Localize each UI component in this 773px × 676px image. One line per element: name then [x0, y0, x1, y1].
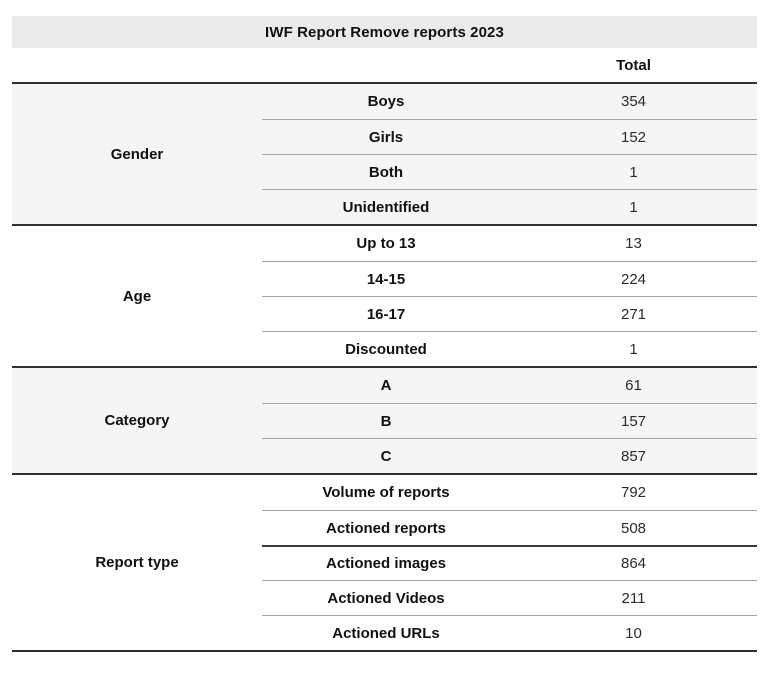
table-title: IWF Report Remove reports 2023: [12, 16, 757, 48]
section-rows: Up to 13 13 14-15 224 16-17 271 Discount…: [262, 226, 757, 366]
table-row: Actioned reports 508: [262, 510, 757, 545]
row-label: 14-15: [366, 270, 406, 288]
row-label: Up to 13: [356, 235, 416, 252]
row-total-value: 211: [621, 589, 646, 607]
table-section-category: Category A 61 B 157 C 857: [12, 366, 757, 473]
row-total-value: 508: [620, 519, 647, 537]
section-label: Report type: [95, 554, 179, 571]
row-label: B: [380, 412, 392, 430]
row-label: Actioned images: [325, 555, 447, 572]
row-label: C: [380, 447, 392, 465]
row-total-value: 857: [620, 447, 647, 465]
row-label: Boys: [367, 93, 405, 110]
table-row: Actioned Videos 211: [262, 580, 757, 615]
row-total-value: 792: [620, 484, 647, 501]
table-row: Up to 13 13: [262, 226, 757, 261]
table-row: Girls 152: [262, 119, 757, 154]
row-label: Actioned URLs: [332, 624, 440, 642]
section-label: Category: [104, 412, 170, 429]
row-label: Girls: [368, 128, 404, 146]
row-total-value: 1: [629, 198, 638, 216]
section-rows: Volume of reports 792 Actioned reports 5…: [262, 475, 757, 650]
table-section-age: Age Up to 13 13 14-15 224 16-17 271 Disc…: [12, 224, 757, 366]
table-section-report-type: Report type Volume of reports 792 Action…: [12, 473, 757, 650]
row-label: Actioned Videos: [327, 589, 445, 607]
table-row: C 857: [262, 438, 757, 473]
row-label: Both: [368, 163, 404, 181]
section-label: Age: [122, 287, 152, 305]
row-total-value: 1: [629, 340, 638, 358]
row-total-value: 354: [620, 93, 647, 110]
total-column-header: Total: [616, 56, 651, 74]
table-body: Gender Boys 354 Girls 152 Both 1 Unident…: [12, 84, 757, 652]
row-total-value: 61: [625, 377, 642, 394]
table-row: Boys 354: [262, 84, 757, 119]
row-total-value: 152: [620, 128, 647, 146]
table-header-row: Total: [12, 48, 757, 84]
section-rows: A 61 B 157 C 857: [262, 368, 757, 473]
table-row: Actioned URLs 10: [262, 615, 757, 650]
table-row: Actioned images 864: [262, 545, 757, 580]
section-rows: Boys 354 Girls 152 Both 1 Unidentified 1: [262, 84, 757, 224]
table-row: Unidentified 1: [262, 189, 757, 224]
table-row: 14-15 224: [262, 261, 757, 296]
row-label: Volume of reports: [322, 484, 450, 501]
row-label: A: [380, 377, 392, 394]
row-total-value: 10: [625, 624, 642, 642]
row-total-value: 864: [620, 555, 647, 572]
table-section-gender: Gender Boys 354 Girls 152 Both 1 Unident…: [12, 84, 757, 224]
table-row: Both 1: [262, 154, 757, 189]
row-total-value: 224: [620, 270, 647, 288]
row-label: 16-17: [366, 305, 406, 323]
row-total-value: 271: [620, 305, 647, 323]
table-row: 16-17 271: [262, 296, 757, 331]
row-total-value: 13: [625, 235, 642, 252]
table-row: A 61: [262, 368, 757, 403]
section-label: Gender: [110, 145, 164, 163]
table-row: B 157: [262, 403, 757, 438]
row-total-value: 157: [620, 412, 647, 430]
row-label: Actioned reports: [325, 519, 446, 537]
row-label: Discounted: [345, 340, 427, 358]
table-row: Volume of reports 792: [262, 475, 757, 510]
row-total-value: 1: [629, 163, 638, 181]
table-row: Discounted 1: [262, 331, 757, 366]
row-label: Unidentified: [342, 198, 430, 216]
report-table: IWF Report Remove reports 2023 Total Gen…: [12, 16, 757, 652]
